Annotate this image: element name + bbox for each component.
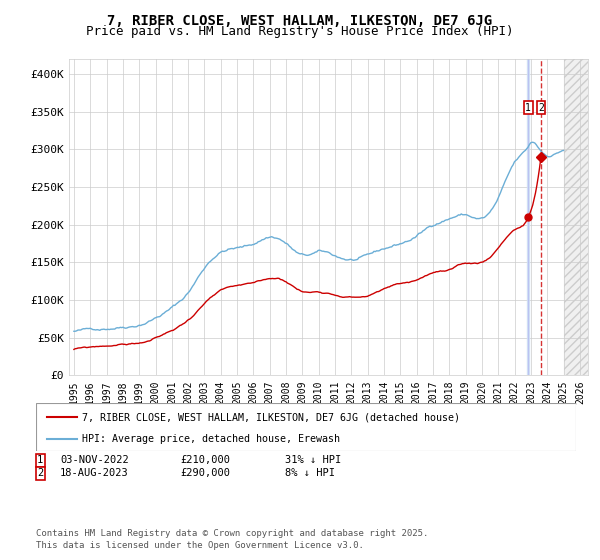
Text: 03-NOV-2022: 03-NOV-2022 [60, 455, 129, 465]
Text: 7, RIBER CLOSE, WEST HALLAM, ILKESTON, DE7 6JG (detached house): 7, RIBER CLOSE, WEST HALLAM, ILKESTON, D… [82, 413, 460, 422]
Text: 7, RIBER CLOSE, WEST HALLAM, ILKESTON, DE7 6JG: 7, RIBER CLOSE, WEST HALLAM, ILKESTON, D… [107, 14, 493, 28]
Bar [563, 59, 588, 375]
Bar [527, 59, 529, 375]
Text: HPI: Average price, detached house, Erewash: HPI: Average price, detached house, Erew… [82, 434, 340, 444]
Text: £290,000: £290,000 [180, 468, 230, 478]
Text: 2: 2 [37, 468, 43, 478]
Text: £210,000: £210,000 [180, 455, 230, 465]
Text: 8% ↓ HPI: 8% ↓ HPI [285, 468, 335, 478]
Text: 18-AUG-2023: 18-AUG-2023 [60, 468, 129, 478]
Bar [563, 59, 588, 375]
Text: 2: 2 [538, 103, 544, 113]
Text: Price paid vs. HM Land Registry's House Price Index (HPI): Price paid vs. HM Land Registry's House … [86, 25, 514, 38]
Text: 31% ↓ HPI: 31% ↓ HPI [285, 455, 341, 465]
Text: 1: 1 [37, 455, 43, 465]
Text: 1: 1 [526, 103, 531, 113]
Text: Contains HM Land Registry data © Crown copyright and database right 2025.
This d: Contains HM Land Registry data © Crown c… [36, 529, 428, 550]
FancyBboxPatch shape [36, 403, 576, 451]
